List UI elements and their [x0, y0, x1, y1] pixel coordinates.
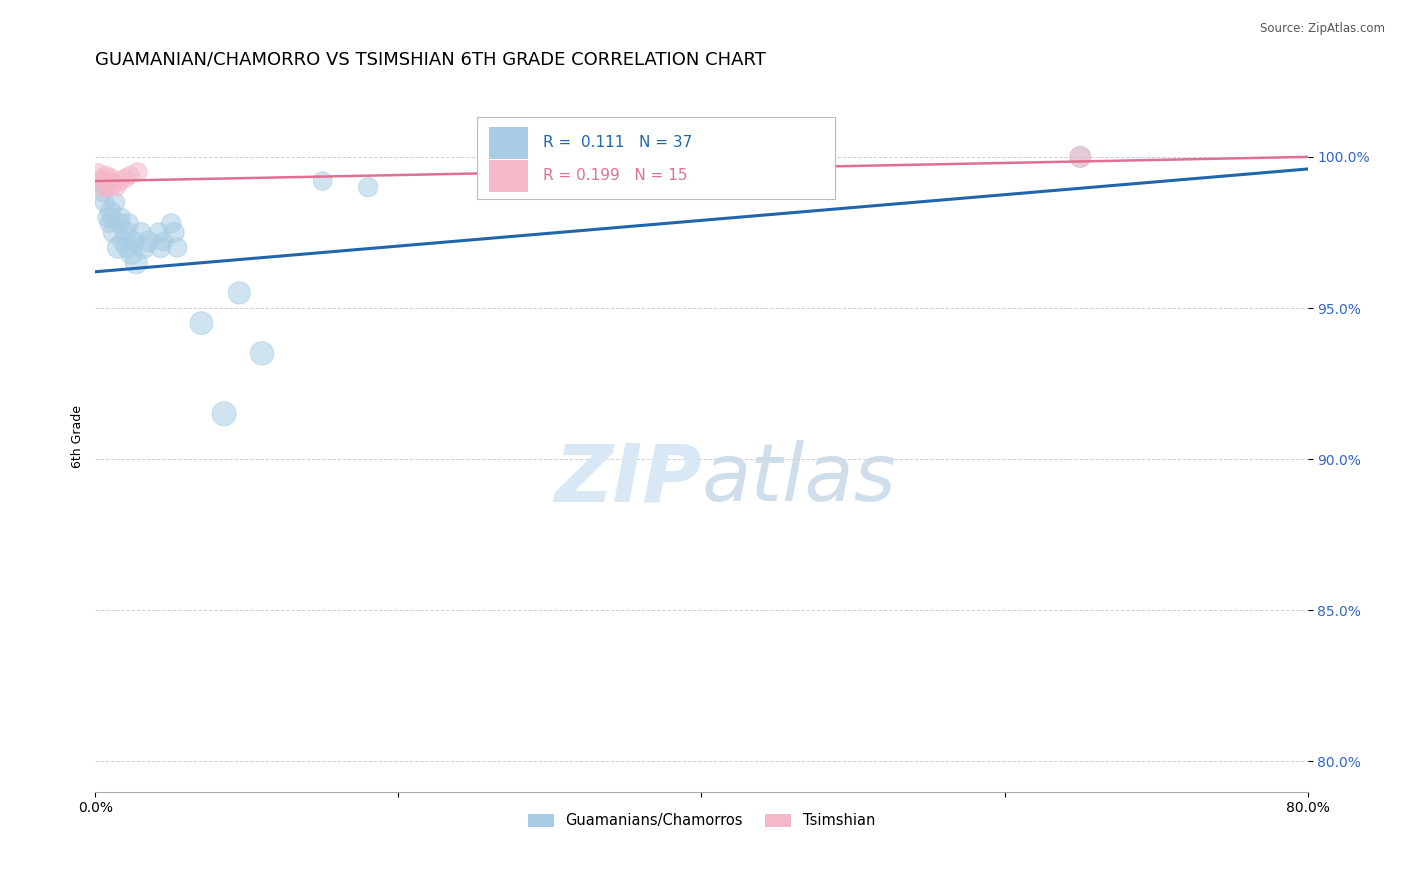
Point [110, 211, 132, 225]
Point [104, 195, 127, 210]
Point [120, 168, 142, 182]
Point [87, 165, 110, 179]
Point [108, 174, 131, 188]
Point [90, 174, 112, 188]
Text: atlas: atlas [702, 440, 896, 518]
Point [90, 171, 112, 186]
Point [100, 204, 122, 219]
Point [118, 216, 141, 230]
Point [105, 180, 128, 194]
Point [149, 241, 172, 255]
Text: Source: ZipAtlas.com: Source: ZipAtlas.com [1260, 22, 1385, 36]
Text: R = 0.199   N = 15: R = 0.199 N = 15 [543, 169, 688, 183]
Point [148, 226, 170, 240]
Y-axis label: 6th Grade: 6th Grade [72, 405, 84, 468]
FancyBboxPatch shape [489, 160, 529, 192]
Point [103, 226, 125, 240]
Point [163, 226, 186, 240]
Text: R =  0.111   N = 37: R = 0.111 N = 37 [543, 136, 692, 151]
Point [93, 195, 115, 210]
Legend: Guamanians/Chamorros, Tsimshian: Guamanians/Chamorros, Tsimshian [522, 807, 882, 834]
Point [107, 241, 129, 255]
Text: GUAMANIAN/CHAMORRO VS TSIMSHIAN 6TH GRADE CORRELATION CHART: GUAMANIAN/CHAMORRO VS TSIMSHIAN 6TH GRAD… [96, 51, 766, 69]
Point [127, 165, 149, 179]
Point [111, 235, 134, 249]
Point [357, 180, 380, 194]
FancyBboxPatch shape [477, 117, 835, 199]
Point [93, 174, 115, 188]
Point [166, 241, 188, 255]
Point [108, 216, 131, 230]
Point [115, 241, 138, 255]
Point [121, 246, 143, 260]
Text: ZIP: ZIP [554, 440, 702, 518]
Point [101, 211, 124, 225]
Point [212, 407, 235, 421]
Point [152, 235, 174, 249]
Point [160, 216, 183, 230]
Point [96, 211, 118, 225]
Point [98, 216, 121, 230]
Point [98, 174, 121, 188]
Point [114, 226, 136, 240]
Point [311, 174, 333, 188]
Point [125, 255, 148, 269]
Point [1069, 150, 1091, 164]
Point [129, 226, 152, 240]
Point [94, 180, 117, 194]
Point [114, 171, 136, 186]
Point [250, 346, 273, 360]
Point [91, 186, 114, 201]
Point [100, 171, 122, 186]
Point [228, 285, 250, 300]
Point [96, 180, 118, 194]
Point [94, 168, 117, 182]
Point [190, 316, 212, 330]
Point [132, 241, 155, 255]
Point [122, 235, 145, 249]
Point [103, 177, 125, 191]
Point [1069, 150, 1091, 164]
Point [138, 235, 160, 249]
Point [89, 180, 111, 194]
FancyBboxPatch shape [489, 127, 529, 159]
Point [91, 180, 114, 194]
